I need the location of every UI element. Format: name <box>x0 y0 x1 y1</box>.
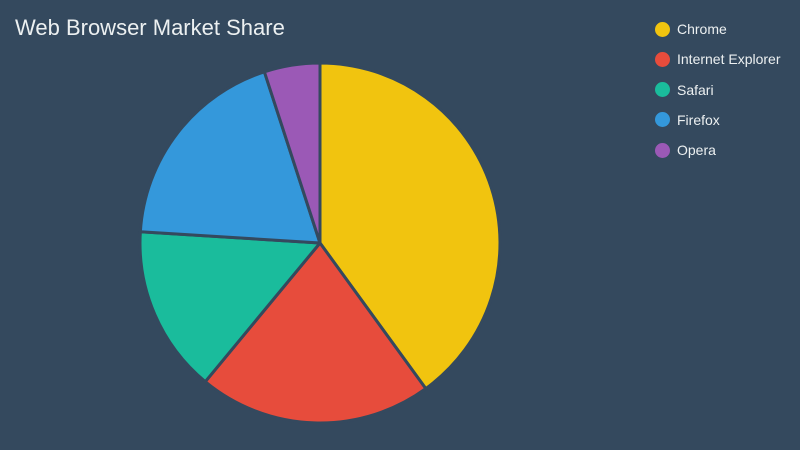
legend-label-chrome: Chrome <box>677 21 727 38</box>
legend-item-chrome[interactable]: Chrome <box>655 14 781 44</box>
legend-label-firefox: Firefox <box>677 111 720 128</box>
legend-swatch-opera <box>655 142 670 158</box>
pie-slice-chrome[interactable] <box>318 61 502 391</box>
legend-label-safari: Safari <box>677 81 714 98</box>
legend-swatch-internet-explorer <box>655 51 670 67</box>
pie-slices <box>138 61 502 425</box>
pie-slice-firefox[interactable] <box>138 70 322 245</box>
legend-label-internet-explorer: Internet Explorer <box>677 51 781 68</box>
legend-item-internet-explorer[interactable]: Internet Explorer <box>655 44 781 74</box>
pie-slice-internet-explorer[interactable] <box>203 241 428 425</box>
pie-slice-opera[interactable] <box>262 61 322 245</box>
pie-slice-safari[interactable] <box>138 230 322 384</box>
legend-item-firefox[interactable]: Firefox <box>655 105 781 135</box>
legend-swatch-firefox <box>655 112 670 128</box>
legend-item-safari[interactable]: Safari <box>655 75 781 105</box>
legend-swatch-chrome <box>655 21 670 37</box>
legend-swatch-safari <box>655 82 670 98</box>
legend-item-opera[interactable]: Opera <box>655 135 781 165</box>
legend: Chrome Internet Explorer Safari Firefox … <box>655 14 781 165</box>
chart-title: Web Browser Market Share <box>15 15 285 40</box>
legend-label-opera: Opera <box>677 142 716 159</box>
